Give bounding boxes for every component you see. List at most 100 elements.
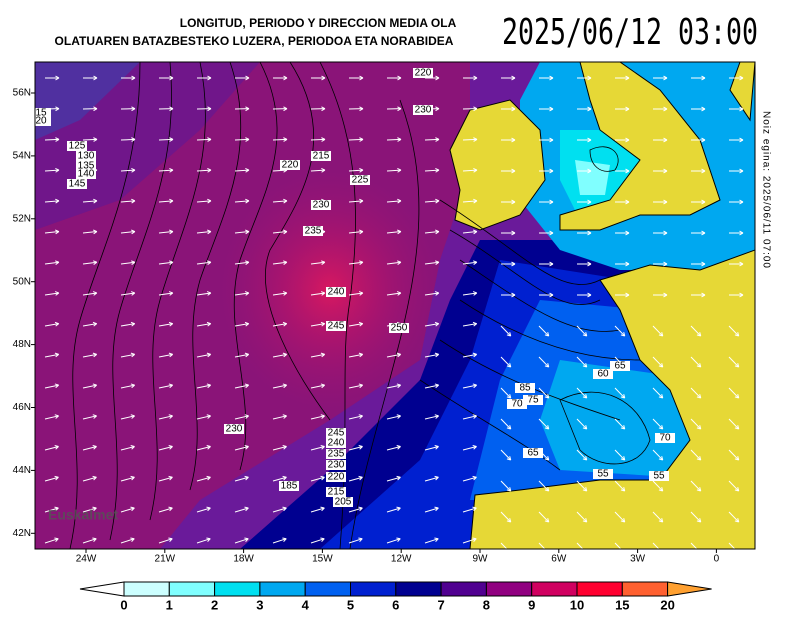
arrow	[690, 511, 702, 523]
label-bg	[35, 116, 51, 126]
arrow	[44, 137, 60, 142]
arrow	[424, 506, 439, 513]
arrow	[234, 506, 249, 513]
arrow	[500, 449, 512, 461]
arrow	[272, 321, 288, 327]
arrow	[538, 480, 550, 492]
arrow	[576, 387, 588, 399]
arrow	[158, 383, 174, 389]
arrow	[82, 383, 98, 389]
arrow	[348, 445, 363, 451]
arrow	[462, 167, 478, 173]
arrow	[501, 75, 516, 81]
arrow	[234, 475, 249, 482]
arrow	[538, 542, 546, 549]
arrow	[501, 106, 516, 112]
arrow	[576, 418, 588, 430]
arrow	[196, 198, 212, 204]
arrow	[120, 383, 136, 389]
arrow	[577, 106, 592, 112]
colorbar-segment	[440, 581, 487, 597]
label-bg	[593, 369, 613, 379]
arrow	[120, 198, 136, 204]
label-bg	[389, 323, 409, 333]
arrow	[729, 199, 744, 205]
arrow	[691, 137, 706, 143]
arrow	[310, 506, 325, 513]
land	[469, 249, 755, 549]
arrow	[82, 260, 98, 265]
arrow	[424, 229, 440, 235]
arrow	[691, 106, 706, 112]
arrow	[272, 414, 287, 420]
contour	[189, 62, 242, 491]
label-bg	[326, 460, 346, 470]
arrow	[82, 321, 98, 327]
arrow	[386, 229, 402, 235]
colorbar-end	[667, 581, 712, 597]
arrow	[728, 480, 740, 492]
arrow	[652, 480, 664, 492]
arrow	[196, 445, 211, 451]
lat-label: 54N	[13, 151, 31, 162]
arrow	[501, 230, 516, 236]
arrow	[272, 506, 287, 513]
contour-label: 135	[78, 161, 95, 172]
arrow	[158, 167, 174, 173]
arrow	[690, 480, 702, 492]
arrow	[196, 137, 212, 142]
arrow	[196, 291, 212, 296]
contour	[459, 259, 621, 332]
colorbar-label: 20	[660, 597, 674, 612]
arrow	[462, 383, 478, 389]
label-bg	[311, 200, 331, 210]
arrow	[272, 260, 288, 265]
arrow	[310, 137, 326, 142]
arrow	[614, 387, 626, 399]
arrow	[652, 542, 660, 549]
arrow	[690, 387, 702, 399]
arrow	[691, 199, 706, 205]
arrow	[614, 542, 622, 549]
contour-label: 125	[69, 141, 86, 152]
arrow	[82, 137, 98, 142]
arrow	[424, 475, 439, 482]
arrow	[310, 537, 325, 544]
lat-label: 50N	[13, 276, 31, 287]
arrow	[158, 475, 173, 482]
arrow	[462, 475, 477, 482]
arrow	[424, 260, 440, 265]
arrow	[539, 292, 554, 298]
arrow	[576, 449, 588, 461]
arrow	[120, 291, 136, 296]
arrow	[424, 198, 440, 204]
arrow	[348, 167, 364, 173]
arrow	[386, 383, 402, 389]
arrow	[501, 199, 516, 205]
arrow	[386, 445, 401, 451]
arrow	[501, 292, 516, 298]
arrow	[82, 75, 98, 81]
arrow	[82, 445, 97, 451]
arrow	[576, 480, 588, 492]
arrow	[44, 167, 60, 173]
arrow	[310, 383, 326, 389]
label-bg	[326, 428, 346, 438]
contour-label: 235	[328, 449, 345, 460]
colorbar-label: 5	[347, 597, 354, 612]
arrow	[234, 445, 249, 451]
contour	[109, 62, 172, 541]
arrow	[690, 542, 698, 549]
contour-label: 185	[281, 481, 298, 492]
arrow	[348, 537, 363, 544]
label-bg	[413, 68, 433, 78]
colorbar-label: 6	[392, 597, 399, 612]
arrow	[615, 292, 630, 298]
arrow	[614, 511, 626, 523]
arrow	[653, 137, 668, 143]
arrow	[691, 75, 706, 81]
arrow	[386, 352, 402, 358]
arrow	[348, 506, 363, 513]
arrow	[500, 325, 512, 337]
